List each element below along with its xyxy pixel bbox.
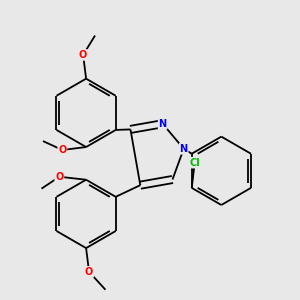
Text: N: N <box>159 119 167 129</box>
Text: O: O <box>58 145 66 155</box>
Text: N: N <box>180 144 188 154</box>
Text: O: O <box>79 50 87 60</box>
Text: Cl: Cl <box>189 158 200 168</box>
Text: O: O <box>55 172 64 182</box>
Text: O: O <box>85 267 93 277</box>
